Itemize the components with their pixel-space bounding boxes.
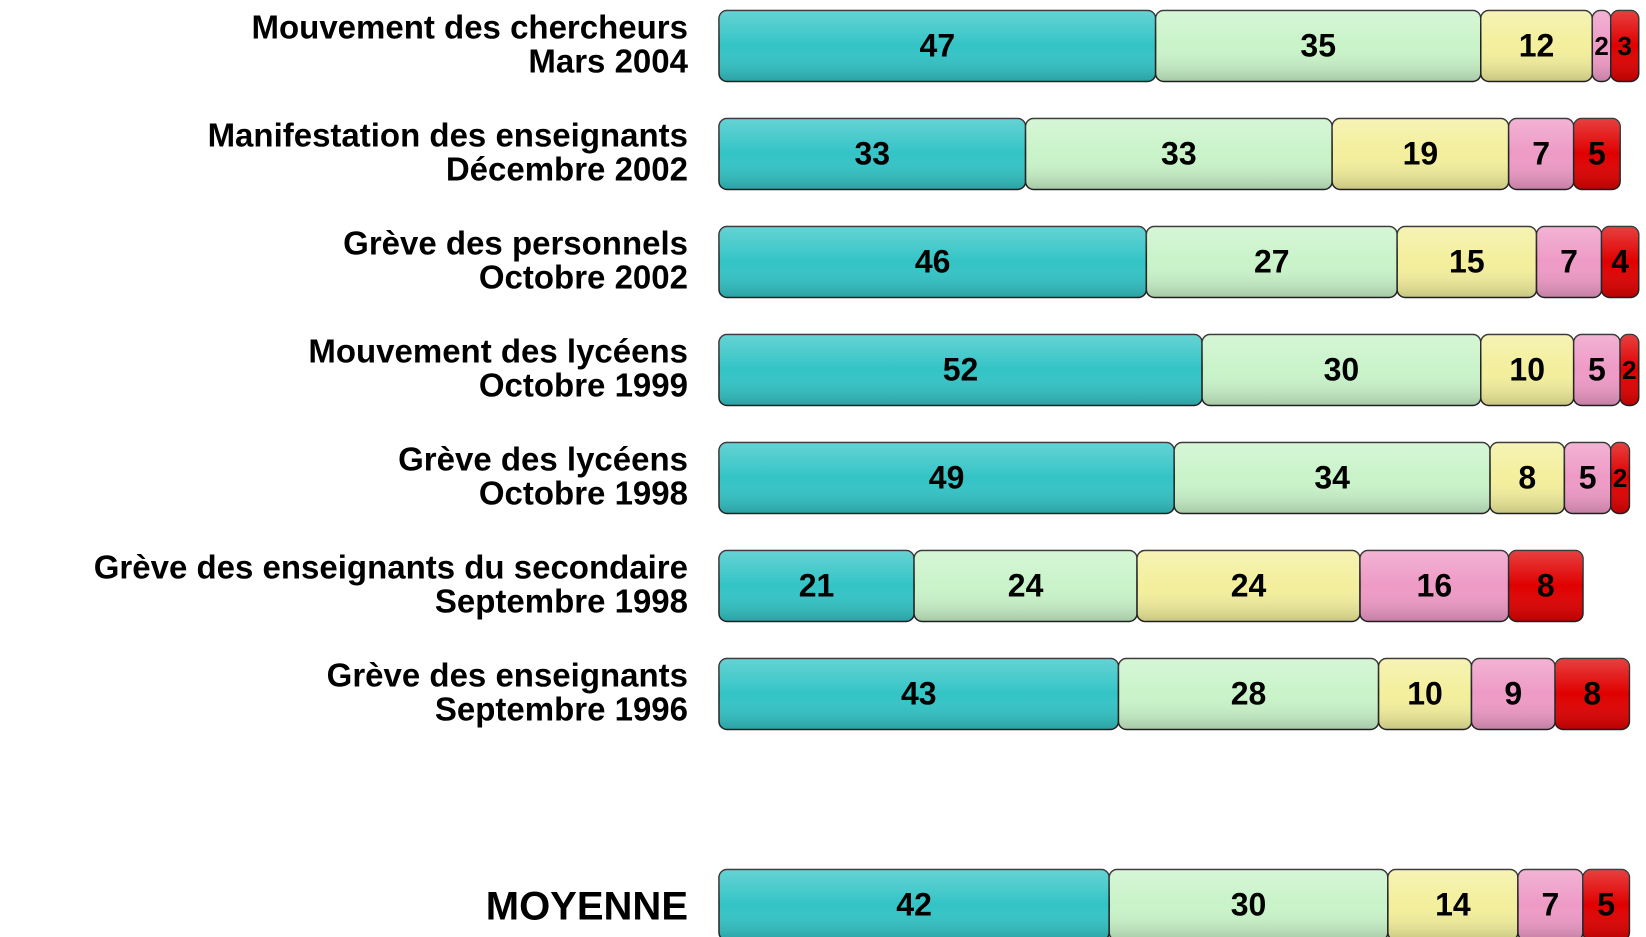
value-label: 5 (1579, 459, 1597, 495)
category-label: Septembre 1998 (435, 583, 688, 620)
category-label: Grève des lycéens (398, 441, 688, 478)
value-label: 35 (1300, 27, 1336, 63)
category-label: Grève des enseignants (327, 657, 688, 694)
value-label: 27 (1254, 243, 1290, 279)
value-label: 30 (1231, 886, 1267, 922)
value-label: 10 (1509, 351, 1545, 387)
value-label: 8 (1518, 459, 1536, 495)
value-label: 47 (920, 27, 956, 63)
value-label: 5 (1588, 351, 1606, 387)
value-label: 33 (854, 135, 890, 171)
value-label: 8 (1537, 567, 1555, 603)
value-label: 7 (1532, 135, 1550, 171)
value-label: 7 (1560, 243, 1578, 279)
value-label: 4 (1611, 243, 1629, 279)
value-label: 24 (1008, 567, 1044, 603)
value-label: 12 (1519, 27, 1555, 63)
category-label: Mouvement des lycéens (308, 333, 688, 370)
value-label: 24 (1231, 567, 1267, 603)
value-label: 8 (1583, 675, 1601, 711)
category-label: Grève des enseignants du secondaire (94, 549, 688, 586)
value-label: 3 (1618, 31, 1632, 61)
value-label: 21 (799, 567, 835, 603)
value-label: 7 (1542, 886, 1560, 922)
value-label: 34 (1314, 459, 1350, 495)
value-label: 5 (1588, 135, 1606, 171)
value-label: 33 (1161, 135, 1197, 171)
category-label: Manifestation des enseignants (208, 117, 688, 154)
value-label: 52 (943, 351, 979, 387)
value-label: 19 (1403, 135, 1439, 171)
value-label: 46 (915, 243, 951, 279)
category-label: Octobre 1999 (479, 367, 688, 404)
value-label: 15 (1449, 243, 1485, 279)
value-label: 28 (1231, 675, 1267, 711)
value-label: 43 (901, 675, 937, 711)
value-label: 14 (1435, 886, 1471, 922)
category-label: Octobre 2002 (479, 259, 688, 296)
value-label: 30 (1324, 351, 1360, 387)
category-label: MOYENNE (486, 885, 688, 929)
category-label: Grève des personnels (343, 225, 688, 262)
value-label: 9 (1504, 675, 1522, 711)
value-label: 5 (1597, 886, 1615, 922)
category-label: Mouvement des chercheurs (252, 9, 688, 46)
value-label: 2 (1622, 355, 1636, 385)
value-label: 16 (1417, 567, 1453, 603)
value-label: 49 (929, 459, 965, 495)
value-label: 10 (1407, 675, 1443, 711)
category-label: Mars 2004 (528, 43, 688, 80)
value-label: 42 (896, 886, 932, 922)
category-label: Octobre 1998 (479, 475, 688, 512)
value-label: 2 (1613, 463, 1627, 493)
value-label: 2 (1594, 31, 1608, 61)
category-label: Septembre 1996 (435, 691, 688, 728)
category-label: Décembre 2002 (446, 151, 688, 188)
